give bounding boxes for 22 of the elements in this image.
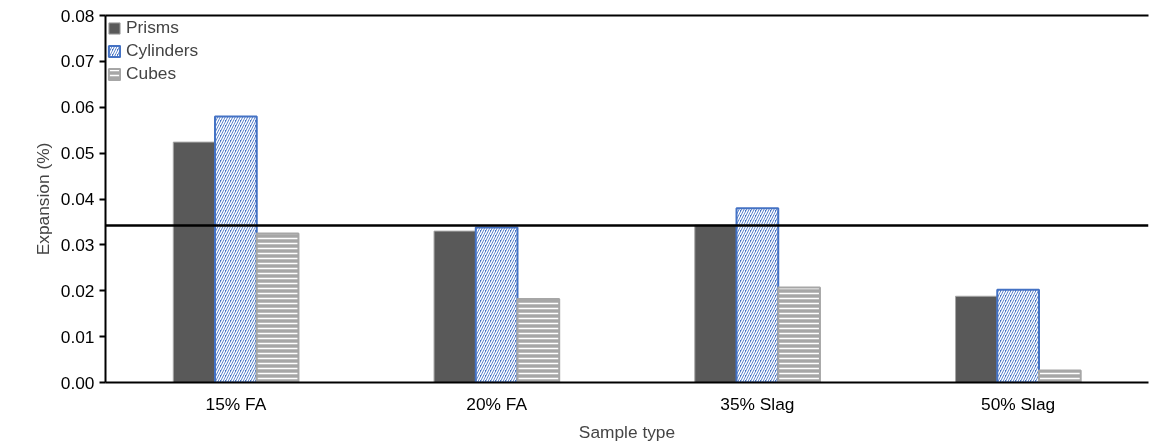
bar xyxy=(955,295,998,383)
y-tick-label: 0.02 xyxy=(60,280,95,301)
bar xyxy=(172,141,216,383)
x-tick-label: 15% FA xyxy=(205,393,267,414)
y-tick-label: 0.05 xyxy=(60,143,95,164)
y-axis-title: Expansion (%) xyxy=(32,142,53,256)
y-tick-label: 0.00 xyxy=(60,372,95,393)
y-tick-label: 0.04 xyxy=(60,189,95,209)
y-tick-label: 0.08 xyxy=(60,5,95,26)
y-tick-label: 0.03 xyxy=(60,234,95,255)
x-tick-label: 35% Slag xyxy=(720,393,795,414)
x-tick-label: 50% Slag xyxy=(981,393,1056,414)
legend-label: Cylinders xyxy=(126,40,199,61)
bar xyxy=(694,224,738,383)
x-axis-title: Sample type xyxy=(578,421,676,442)
bar xyxy=(433,230,477,383)
y-tick-label: 0.07 xyxy=(60,51,95,72)
legend-label: Prisms xyxy=(126,17,179,38)
x-tick-label: 20% FA xyxy=(466,393,528,414)
y-tick-label: 0.01 xyxy=(60,326,95,347)
y-tick-label: 0.06 xyxy=(60,97,95,118)
legend-label: Cubes xyxy=(126,63,177,84)
